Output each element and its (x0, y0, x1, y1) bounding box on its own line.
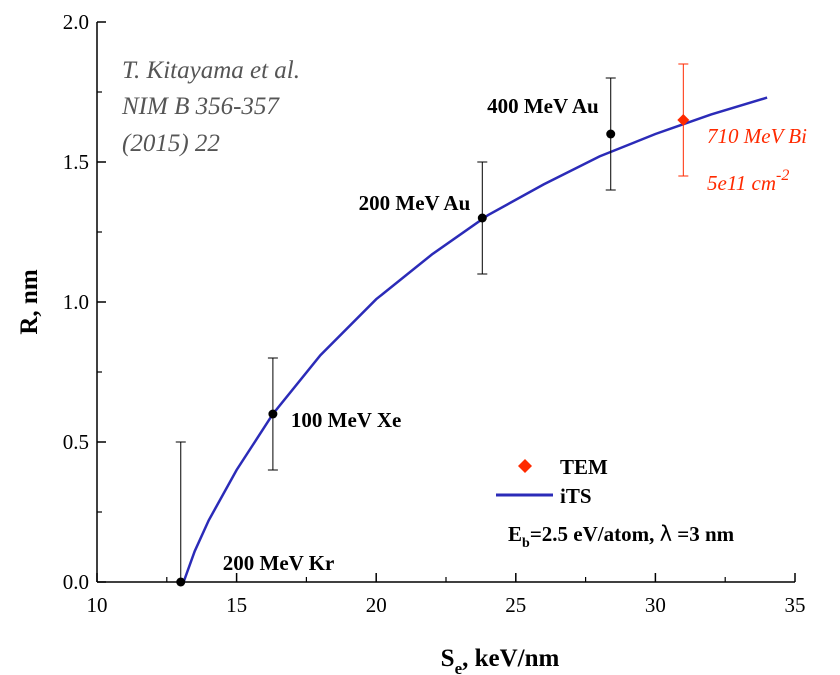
legend-its-label: iTS (560, 484, 592, 508)
legend-tem-label: TEM (560, 455, 608, 479)
point-label: 100 MeV Xe (291, 408, 401, 432)
tem-annotation: 710 MeV Bi 5e11 cm-2 (707, 124, 807, 195)
tem-annotation-main: 5e11 cm (707, 171, 776, 195)
its-curve (182, 96, 768, 583)
legend: TEM iTS Eb=2.5 eV/atom, λ =3 nm (496, 455, 735, 551)
citation-line-3: (2015) 22 (122, 130, 220, 157)
legend-param-e-sub: b (522, 536, 530, 551)
data-point (477, 213, 487, 223)
y-tick-label: 1.5 (63, 150, 89, 174)
legend-param-rest: =2.5 eV/atom, (530, 522, 660, 546)
x-axis-label-rest: , keV/nm (462, 645, 559, 672)
legend-param-lambda-rest: =3 nm (672, 522, 735, 546)
point-labels: 200 MeV Kr 100 MeV Xe 200 MeV Au 400 MeV Au (223, 94, 599, 575)
point-label: 200 MeV Kr (223, 551, 335, 575)
citation-line-1: T. Kitayama et al. (122, 57, 300, 84)
data-markers (176, 114, 690, 587)
x-tick-label: 35 (785, 593, 806, 617)
data-point (606, 129, 616, 139)
tem-marker (677, 114, 690, 126)
citation-line-2: NIM B 356-357 (121, 93, 280, 120)
legend-tem-marker (518, 459, 532, 473)
y-tick-label: 0.5 (63, 430, 89, 454)
y-tick-label: 1.0 (63, 290, 89, 314)
y-axis-label: R, nm (16, 269, 43, 334)
x-tick-label: 20 (366, 593, 387, 617)
x-axis-label-main: S (441, 645, 455, 672)
x-axis-label: Se, keV/nm (441, 645, 560, 675)
x-tick-label: 25 (505, 593, 526, 617)
error-bars (175, 63, 689, 582)
x-axis-label-sub: e (455, 659, 463, 675)
x-tick-label: 15 (226, 593, 247, 617)
its-line (182, 96, 768, 583)
y-axis: 0.0 0.5 1.0 1.5 2.0 (63, 10, 106, 594)
x-tick-label: 10 (87, 593, 108, 617)
data-point (176, 577, 186, 587)
legend-param-lambda: λ (660, 522, 672, 546)
citation-annotation: T. Kitayama et al. NIM B 356-357 (2015) … (121, 57, 300, 157)
legend-param-e: E (508, 522, 522, 546)
x-axis: 10 15 20 25 30 35 (87, 573, 806, 617)
point-label: 200 MeV Au (359, 191, 471, 215)
data-point (268, 409, 278, 419)
tem-annotation-line-1: 710 MeV Bi (707, 124, 807, 148)
legend-parameters: Eb=2.5 eV/atom, λ =3 nm (508, 522, 735, 551)
point-label: 400 MeV Au (487, 94, 599, 118)
tem-annotation-sup: -2 (776, 167, 789, 184)
x-tick-label: 30 (645, 593, 666, 617)
y-tick-label: 0.0 (63, 570, 89, 594)
tem-annotation-line-2: 5e11 cm-2 (707, 167, 789, 195)
y-tick-label: 2.0 (63, 10, 89, 34)
